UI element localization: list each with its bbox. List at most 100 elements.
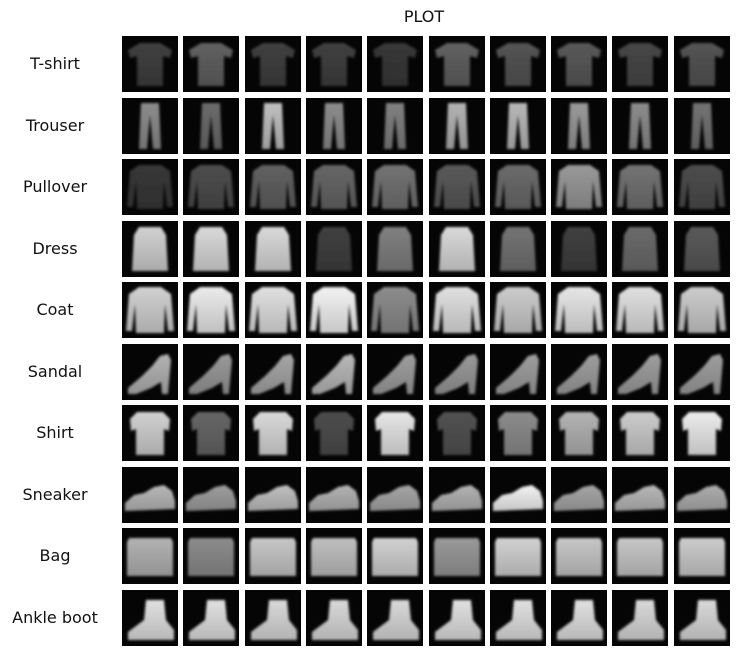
garment-silhouette: [497, 412, 538, 455]
grid-cell-image: [489, 466, 546, 523]
grid-cell-image: [367, 282, 424, 338]
row-label: Sandal: [27, 361, 83, 381]
garment-silhouette: [554, 484, 605, 511]
row-label: Pullover: [22, 177, 88, 196]
grid-cell-image: [489, 405, 546, 461]
garment-silhouette: [377, 226, 414, 271]
grid-cell-image: [122, 343, 178, 400]
garment-silhouette: [308, 484, 359, 511]
garment-silhouette: [250, 43, 295, 86]
garment-silhouette: [247, 484, 298, 511]
garment-silhouette: [618, 599, 665, 640]
grid-cell-image: [183, 159, 240, 215]
grid-cell-image: [612, 220, 669, 277]
garment-silhouette: [125, 484, 175, 511]
grid-cell-image: [673, 589, 730, 646]
garment-silhouette: [372, 538, 419, 576]
grid-cell-image: [673, 466, 730, 523]
garment-silhouette: [249, 165, 296, 209]
grid-cell-image: [489, 97, 546, 154]
grid-cell-image: [244, 282, 301, 338]
grid-cell-image: [673, 343, 730, 400]
grid-cell-image: [183, 220, 240, 277]
garment-silhouette: [373, 43, 418, 86]
garment-silhouette: [432, 287, 481, 333]
garment-silhouette: [615, 484, 666, 511]
garment-silhouette: [375, 412, 416, 455]
garment-silhouette: [372, 165, 419, 209]
grid-cell-image: [612, 343, 669, 400]
grid-cell-image: [122, 466, 178, 523]
row-label: Sneaker: [22, 484, 88, 504]
grid-cell-image: [551, 466, 608, 523]
garment-silhouette: [431, 484, 482, 511]
garment-silhouette: [193, 226, 230, 271]
garment-silhouette: [568, 102, 591, 149]
row-label: Trouser: [25, 115, 85, 135]
grid-cell-image: [673, 36, 730, 92]
garment-silhouette: [679, 43, 724, 86]
grid-cell-image: [244, 589, 301, 646]
garment-silhouette: [492, 484, 543, 511]
garment-silhouette: [433, 538, 480, 576]
garment-silhouette: [315, 226, 352, 271]
grid-cell-image: [489, 282, 546, 338]
grid-cell-image: [612, 528, 669, 584]
figure-title: PLOT: [403, 7, 445, 26]
grid-cell-image: [244, 528, 301, 584]
grid-cell-image: [428, 282, 485, 338]
grid-cell-image: [367, 528, 424, 584]
grid-cell-image: [122, 528, 178, 584]
grid-cell-image: [305, 36, 362, 92]
grid-cell-image: [122, 220, 178, 277]
garment-silhouette: [494, 538, 541, 576]
row-label: Ankle boot: [12, 607, 98, 627]
garment-silhouette: [189, 353, 233, 394]
garment-silhouette: [127, 165, 173, 209]
grid-cell-image: [612, 282, 669, 338]
row-label: Coat: [36, 300, 74, 319]
grid-cell-image: [612, 97, 669, 154]
garment-silhouette: [127, 538, 173, 576]
garment-silhouette: [676, 484, 727, 511]
garment-silhouette: [311, 43, 356, 86]
garment-silhouette: [128, 353, 171, 394]
garment-silhouette: [130, 412, 170, 455]
garment-silhouette: [438, 226, 475, 271]
garment-silhouette: [434, 353, 478, 394]
grid-cell-image: [612, 466, 669, 523]
grid-cell-image: [367, 589, 424, 646]
grid-cell-image: [673, 405, 730, 461]
grid-cell-image: [183, 466, 240, 523]
grid-cell-image: [489, 589, 546, 646]
grid-cell-image: [551, 405, 608, 461]
garment-silhouette: [561, 226, 598, 271]
grid-cell-image: [122, 36, 178, 92]
garment-silhouette: [617, 165, 664, 209]
grid-cell-image: [673, 528, 730, 584]
garment-silhouette: [188, 165, 235, 209]
grid-cell-image: [551, 528, 608, 584]
grid-cell-image: [612, 589, 669, 646]
garment-silhouette: [311, 353, 355, 394]
garment-silhouette: [252, 412, 293, 455]
grid-cell-image: [183, 97, 240, 154]
grid-cell-image: [305, 405, 362, 461]
grid-cell-image: [122, 97, 178, 154]
garment-silhouette: [189, 599, 236, 640]
garment-silhouette: [495, 43, 540, 86]
grid-cell-image: [244, 159, 301, 215]
garment-silhouette: [677, 287, 726, 333]
grid-cell-image: [305, 466, 362, 523]
grid-cell-image: [244, 36, 301, 92]
row-label: Bag: [39, 546, 71, 565]
grid-cell-image: [551, 343, 608, 400]
garment-silhouette: [679, 353, 723, 394]
grid-cell-image: [367, 343, 424, 400]
grid-cell-image: [305, 159, 362, 215]
grid-cell-image: [489, 343, 546, 400]
grid-cell-image: [305, 589, 362, 646]
garment-silhouette: [200, 102, 223, 149]
garment-silhouette: [373, 599, 420, 640]
